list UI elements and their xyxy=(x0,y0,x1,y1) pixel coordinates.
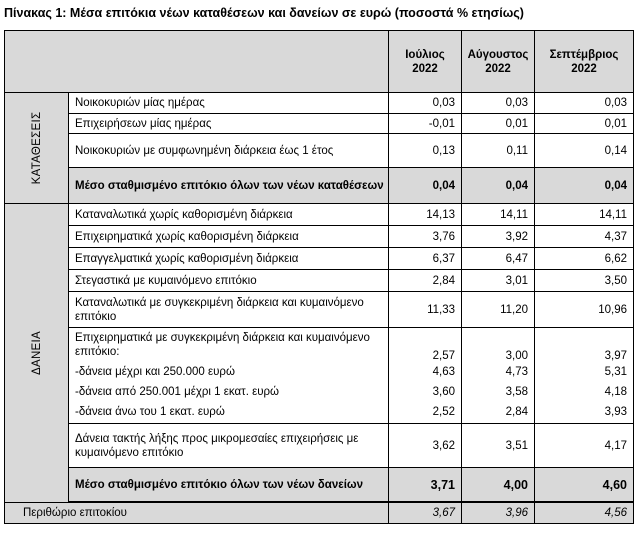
row-label: Επιχειρηματικά με συγκεκριμένη διάρκεια … xyxy=(68,327,389,362)
value-cell: 3,76 xyxy=(388,225,462,248)
value-cell: 4,18 xyxy=(534,381,634,402)
table-row: Επιχειρήσεων μίας ημέρας -0,01 0,01 0,01 xyxy=(5,113,634,134)
value-cell: 3,01 xyxy=(461,269,535,292)
deposits-average-row: Μέσο σταθμισμένο επιτόκιο όλων των νέων … xyxy=(4,167,634,204)
business-group-row: Επιχειρηματικά με συγκεκριμένη διάρκεια … xyxy=(5,327,634,362)
value-cell: 0,03 xyxy=(388,92,462,114)
value-cell: 0,14 xyxy=(534,133,634,168)
table-title: Πίνακας 1: Μέσα επιτόκια νέων καταθέσεων… xyxy=(4,6,524,20)
value-cell: 0,11 xyxy=(461,133,535,168)
value-cell: 0,04 xyxy=(388,167,462,204)
value-cell: 11,20 xyxy=(461,291,535,328)
table-row: ΔΑΝΕΙΑ Καταναλωτικά χωρίς καθορισμένη δι… xyxy=(4,203,634,503)
row-label: Επαγγελματικά χωρίς καθορισμένη διάρκεια xyxy=(68,247,389,270)
value-cell: 4,17 xyxy=(534,423,634,468)
header-blank-cell xyxy=(4,30,389,93)
value-cell: 3,60 xyxy=(388,381,462,402)
value-cell: 2,57 xyxy=(388,327,462,362)
value-cell: 3,00 xyxy=(461,327,535,362)
header-august: Αύγουστος 2022 xyxy=(461,30,535,93)
value-cell: 3,50 xyxy=(534,269,634,292)
header-row: Ιούλιος 2022 Αύγουστος 2022 Σεπτέμβριος 202… xyxy=(4,30,634,93)
table-row: Επιχειρηματικά χωρίς καθορισμένη διάρκει… xyxy=(5,225,634,248)
row-label: -δάνεια άνω του 1 εκατ. ευρώ xyxy=(68,401,389,424)
value-cell: 4,73 xyxy=(461,361,535,382)
header-september: Σεπτέμβριος 2022 xyxy=(534,30,634,93)
table-row: Νοικοκυριών με συμφωνημένη διάρκεια έως … xyxy=(5,133,634,168)
value-cell: 11,33 xyxy=(388,291,462,328)
row-label: -δάνεια μέχρι και 250.000 ευρώ xyxy=(68,361,389,382)
header-month: Ιούλιος xyxy=(405,48,445,61)
table-row: Επαγγελματικά χωρίς καθορισμένη διάρκεια… xyxy=(5,247,634,270)
value-cell: 0,03 xyxy=(534,92,634,114)
row-label: Επιχειρήσεων μίας ημέρας xyxy=(68,113,389,134)
value-cell: 3,96 xyxy=(461,502,535,524)
value-cell: 3,58 xyxy=(461,381,535,402)
interest-rate-table: Ιούλιος 2022 Αύγουστος 2022 Σεπτέμβριος 202… xyxy=(4,30,634,524)
margin-row: Περιθώριο επιτοκίου 3,67 3,96 4,56 xyxy=(4,502,634,524)
value-cell: 3,92 xyxy=(461,225,535,248)
value-cell: 5,31 xyxy=(534,361,634,382)
value-cell: 0,04 xyxy=(534,167,634,204)
value-cell: 6,62 xyxy=(534,247,634,270)
value-cell: 4,00 xyxy=(461,467,535,502)
row-label: Στεγαστικά με κυμαινόμενο επιτόκιο xyxy=(68,269,389,292)
value-cell: 0,01 xyxy=(461,113,535,134)
value-cell: 2,84 xyxy=(388,269,462,292)
value-cell: 3,62 xyxy=(388,423,462,468)
row-label: Νοικοκυριών μίας ημέρας xyxy=(68,92,389,114)
value-cell: 14,11 xyxy=(461,203,535,226)
value-cell: -0,01 xyxy=(388,113,462,134)
header-year: 2022 xyxy=(485,62,511,75)
loans-section-label: ΔΑΝΕΙΑ xyxy=(4,203,69,503)
row-label: Μέσο σταθμισμένο επιτόκιο όλων των νέων … xyxy=(68,167,389,204)
value-cell: 10,96 xyxy=(534,291,634,328)
row-label: Νοικοκυριών με συμφωνημένη διάρκεια έως … xyxy=(68,133,389,168)
header-month: Αύγουστος xyxy=(467,48,529,61)
loans-average-row: Μέσο σταθμισμένο επιτόκιο όλων των νέων … xyxy=(4,467,634,502)
value-cell: 6,47 xyxy=(461,247,535,270)
value-cell: 4,37 xyxy=(534,225,634,248)
value-cell: 2,84 xyxy=(461,401,535,424)
value-cell: 4,63 xyxy=(388,361,462,382)
value-cell: 0,04 xyxy=(461,167,535,204)
table-row: Καταναλωτικά με συγκεκριμένη διάρκεια κα… xyxy=(5,291,634,328)
value-cell: 2,52 xyxy=(388,401,462,424)
value-cell: 0,13 xyxy=(388,133,462,168)
value-cell: 6,37 xyxy=(388,247,462,270)
margin-label: Περιθώριο επιτοκίου xyxy=(4,502,389,524)
header-year: 2022 xyxy=(412,62,438,75)
value-cell: 4,60 xyxy=(534,467,634,502)
value-cell: 14,13 xyxy=(388,203,462,226)
deposits-section-label: ΚΑΤΑΘΕΣΕΙΣ xyxy=(4,92,69,204)
table-row: Δάνεια τακτής λήξης προς μικρομεσαίες επ… xyxy=(5,423,634,468)
value-cell: 0,01 xyxy=(534,113,634,134)
value-cell: 3,93 xyxy=(534,401,634,424)
table-row: Στεγαστικά με κυμαινόμενο επιτόκιο 2,84 … xyxy=(5,269,634,292)
header-year: 2022 xyxy=(571,62,597,75)
value-cell: 4,56 xyxy=(534,502,634,524)
table-row: -δάνεια μέχρι και 250.000 ευρώ 4,63 4,73… xyxy=(5,361,634,382)
table-row: ΚΑΤΑΘΕΣΕΙΣ Νοικοκυριών μίας ημέρας 0,03 … xyxy=(4,92,634,204)
value-cell: 0,03 xyxy=(461,92,535,114)
table-row: -δάνεια από 250.001 μέχρι 1 εκατ. ευρώ 3… xyxy=(5,381,634,402)
value-cell: 3,71 xyxy=(388,467,462,502)
table-row: -δάνεια άνω του 1 εκατ. ευρώ 2,52 2,84 3… xyxy=(5,401,634,424)
value-cell: 3,67 xyxy=(388,502,462,524)
row-label: Καταναλωτικά με συγκεκριμένη διάρκεια κα… xyxy=(68,291,389,328)
header-month: Σεπτέμβριος xyxy=(549,48,619,61)
row-label: -δάνεια από 250.001 μέχρι 1 εκατ. ευρώ xyxy=(68,381,389,402)
row-label: Επιχειρηματικά χωρίς καθορισμένη διάρκει… xyxy=(68,225,389,248)
row-label: Καταναλωτικά χωρίς καθορισμένη διάρκεια xyxy=(68,203,389,226)
value-cell: 3,51 xyxy=(461,423,535,468)
header-july: Ιούλιος 2022 xyxy=(388,30,462,93)
value-cell: 14,11 xyxy=(534,203,634,226)
value-cell: 3,97 xyxy=(534,327,634,362)
row-label: Δάνεια τακτής λήξης προς μικρομεσαίες επ… xyxy=(68,423,389,468)
row-label: Μέσο σταθμισμένο επιτόκιο όλων των νέων … xyxy=(68,467,389,502)
